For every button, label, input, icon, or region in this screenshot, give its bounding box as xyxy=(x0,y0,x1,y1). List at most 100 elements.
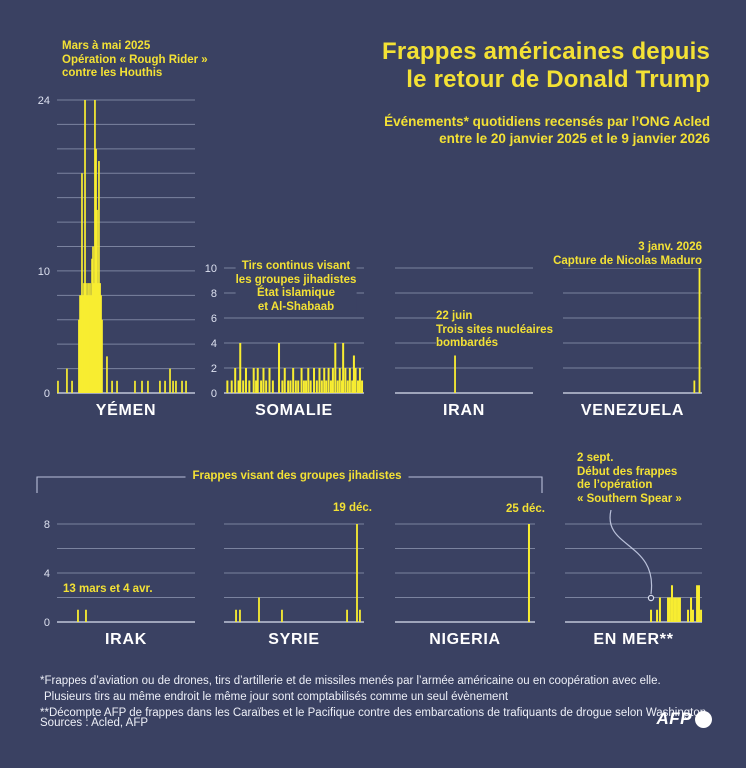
chart-venezuela xyxy=(563,267,702,394)
bar xyxy=(134,380,136,393)
bar xyxy=(667,597,670,622)
bar xyxy=(674,597,677,622)
bar xyxy=(346,380,349,393)
y-tick-label: 0 xyxy=(211,388,217,400)
bar xyxy=(82,295,84,393)
bar xyxy=(693,380,696,393)
bar xyxy=(677,597,680,622)
bar xyxy=(294,380,297,393)
note-yemen-line1: Mars à mai 2025 xyxy=(62,40,151,52)
bar xyxy=(255,380,258,393)
note-en-mer-line2: Début des frappes xyxy=(577,465,678,478)
footnote-1: *Frappes d’aviation ou de drones, tirs d… xyxy=(40,675,661,687)
bar xyxy=(297,380,300,393)
bar xyxy=(87,283,89,393)
bar xyxy=(100,295,102,393)
bar xyxy=(185,380,187,393)
chart-label-nigeria: NIGERIA xyxy=(429,631,501,648)
bar xyxy=(281,380,284,393)
y-tick-label: 24 xyxy=(38,95,50,107)
bar xyxy=(698,268,701,393)
bar xyxy=(237,380,240,393)
bar xyxy=(352,355,355,393)
bar xyxy=(98,161,100,393)
bar xyxy=(265,380,268,393)
bar xyxy=(248,380,251,393)
y-tick-label: 10 xyxy=(205,263,217,275)
bar xyxy=(278,343,281,393)
page-subtitle: Événements* quotidiens recensés par l’ON… xyxy=(384,113,710,147)
bar xyxy=(164,380,166,393)
page-title: Frappes américaines depuis le retour de … xyxy=(382,38,710,94)
bar xyxy=(89,283,91,393)
note-yemen-line2: Opération « Rough Rider » xyxy=(62,53,208,66)
y-tick-label: 8 xyxy=(211,288,217,300)
bar xyxy=(252,368,255,393)
note-venezuela: 3 janv. 2026 Capture de Nicolas Maduro xyxy=(553,241,702,268)
page-subtitle-line2: entre le 20 janvier 2025 et le 9 janvier… xyxy=(439,131,710,146)
bar xyxy=(300,368,303,393)
note-en-mer-line1: 2 sept. xyxy=(577,452,614,464)
bar xyxy=(78,319,80,393)
bar xyxy=(323,368,326,393)
bar xyxy=(697,585,700,622)
note-somalie-line1: Tirs continus visant xyxy=(241,260,351,272)
sources-line: Sources : Acled, AFP xyxy=(40,717,149,729)
bar xyxy=(230,380,233,393)
bar xyxy=(268,368,271,393)
bar xyxy=(650,609,653,622)
note-somalie-line2: les groupes jihadistes xyxy=(235,273,357,286)
bar xyxy=(527,524,530,622)
bar xyxy=(656,609,659,622)
bar xyxy=(235,609,237,622)
bar xyxy=(147,380,149,393)
bar xyxy=(85,283,87,393)
note-yemen-line3: contre les Houthis xyxy=(62,67,163,79)
chart-syrie xyxy=(224,523,364,623)
bar xyxy=(334,343,337,393)
bar xyxy=(271,380,274,393)
bar xyxy=(86,295,88,393)
chart-label-en-mer: EN MER** xyxy=(593,631,674,648)
page-subtitle-line1: Événements* quotidiens recensés par l’ON… xyxy=(384,114,710,129)
bar xyxy=(96,209,98,393)
bar xyxy=(242,380,245,393)
bar xyxy=(71,380,73,393)
bar xyxy=(351,380,354,393)
bar xyxy=(356,380,359,393)
bar xyxy=(670,585,673,622)
bar xyxy=(88,295,90,393)
bar xyxy=(318,368,321,393)
bar xyxy=(111,380,113,393)
note-iran-line3: bombardés xyxy=(436,337,498,349)
bar xyxy=(83,283,85,393)
note-venezuela-line2: Capture de Nicolas Maduro xyxy=(553,254,702,267)
bar xyxy=(327,368,330,393)
y-tick-label: 8 xyxy=(44,519,50,531)
bar xyxy=(281,609,283,622)
bar xyxy=(99,283,101,393)
bar xyxy=(678,597,681,622)
bar xyxy=(361,380,364,393)
y-tick-label: 6 xyxy=(211,313,217,325)
chart-somalie: 10 8 6 4 2 0 xyxy=(205,263,364,400)
chart-yemen: 24 10 0 xyxy=(38,95,195,400)
bar xyxy=(226,380,229,393)
bar xyxy=(691,609,694,622)
bar xyxy=(356,524,358,622)
bar xyxy=(77,609,79,622)
bar xyxy=(302,380,305,393)
afp-logo: AFP xyxy=(657,709,712,729)
bar xyxy=(116,380,118,393)
bar xyxy=(305,380,308,393)
bar xyxy=(358,368,361,393)
bar xyxy=(673,597,676,622)
bar xyxy=(315,380,318,393)
bar xyxy=(79,295,81,393)
note-en-mer: 2 sept. Début des frappes de l’opération… xyxy=(577,452,682,506)
bar xyxy=(341,380,344,393)
y-tick-label: 2 xyxy=(211,363,217,375)
bar xyxy=(234,368,237,393)
bar xyxy=(81,173,83,393)
bar xyxy=(344,368,347,393)
